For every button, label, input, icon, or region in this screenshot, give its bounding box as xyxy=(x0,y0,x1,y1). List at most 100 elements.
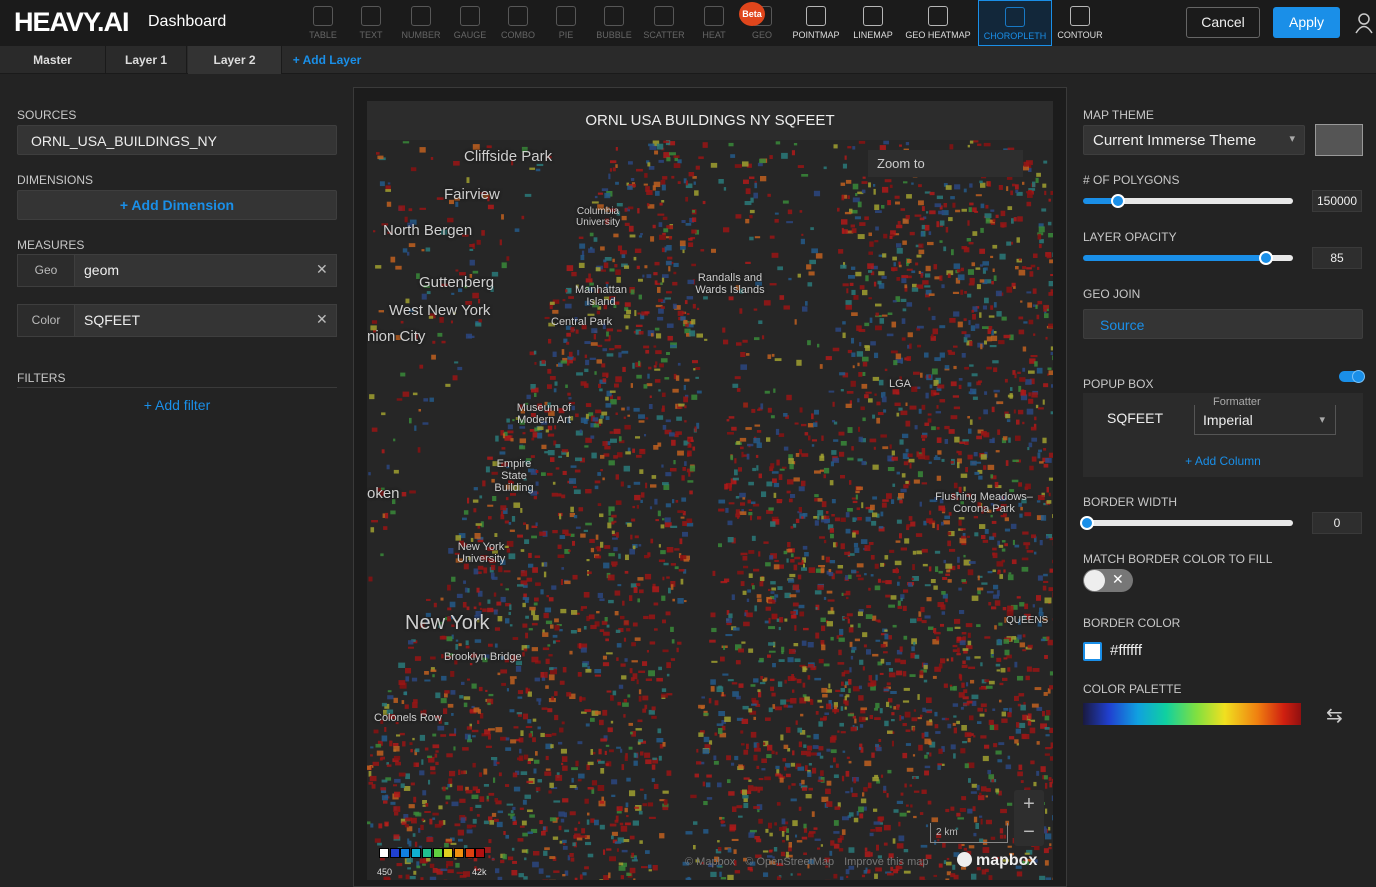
source-field[interactable]: ORNL_USA_BUILDINGS_NY xyxy=(17,125,337,155)
apply-button[interactable]: Apply xyxy=(1273,7,1340,38)
cancel-button[interactable]: Cancel xyxy=(1186,7,1260,38)
building xyxy=(605,396,609,401)
building xyxy=(621,675,627,680)
building xyxy=(533,496,538,500)
building xyxy=(654,327,660,331)
slider-thumb[interactable] xyxy=(1259,251,1273,265)
building xyxy=(809,831,816,834)
building xyxy=(874,873,878,879)
building xyxy=(742,339,748,343)
building xyxy=(992,569,996,573)
building xyxy=(483,820,489,825)
chart-type-button[interactable]: LINEMAP xyxy=(837,0,909,46)
building xyxy=(648,670,656,677)
map[interactable]: Zoom to + − 2 km 450 42k © Mapbox © OpenSt… xyxy=(367,140,1053,880)
building xyxy=(682,249,685,254)
building xyxy=(626,815,629,818)
popup-toggle[interactable] xyxy=(1339,370,1365,383)
building xyxy=(854,216,861,220)
chart-type-button[interactable]: GAUGE xyxy=(434,0,506,46)
building xyxy=(880,511,884,517)
theme-preview[interactable] xyxy=(1315,124,1363,156)
building xyxy=(548,674,555,681)
building xyxy=(770,553,777,559)
tab[interactable]: Layer 2 xyxy=(188,46,282,74)
add-column[interactable]: + Add Column xyxy=(1185,454,1261,468)
measure-row[interactable]: Geo geom ✕ xyxy=(17,254,337,287)
remove-button[interactable]: ✕ xyxy=(316,261,328,277)
building xyxy=(471,824,477,828)
tab[interactable]: Master xyxy=(0,46,106,74)
building xyxy=(914,425,918,430)
theme-select[interactable]: Current Immerse Theme ▾ xyxy=(1083,125,1305,155)
slider-track[interactable] xyxy=(1083,198,1293,204)
building xyxy=(890,350,898,354)
chart-type-button[interactable]: CHOROPLETH xyxy=(978,0,1052,46)
building xyxy=(868,270,873,273)
opacity-value[interactable]: 85 xyxy=(1312,247,1362,269)
building xyxy=(972,207,977,213)
building xyxy=(751,408,756,413)
building xyxy=(370,527,375,533)
building xyxy=(537,726,541,730)
building xyxy=(943,520,950,525)
chart-type-button[interactable]: BUBBLE xyxy=(578,0,650,46)
zoom-to[interactable]: Zoom to xyxy=(868,150,1023,177)
chart-type-button[interactable]: GEO HEATMAP xyxy=(902,0,974,46)
tab[interactable]: + Add Layer xyxy=(292,53,362,67)
measure-row[interactable]: Color SQFEET ✕ xyxy=(17,304,337,337)
polygons-value[interactable]: 150000 xyxy=(1312,190,1362,212)
slider-track[interactable] xyxy=(1083,255,1293,261)
building xyxy=(924,224,930,231)
chart-type-button[interactable]: CONTOUR xyxy=(1044,0,1116,46)
zoom-controls[interactable]: + − xyxy=(1014,790,1044,846)
building xyxy=(841,227,844,234)
building xyxy=(1021,557,1029,561)
chart-type-button[interactable]: NUMBER xyxy=(385,0,457,46)
color-swatch[interactable] xyxy=(1083,642,1102,661)
building xyxy=(718,711,726,717)
color-palette[interactable] xyxy=(1083,703,1301,725)
slider-thumb[interactable] xyxy=(1080,516,1094,530)
slider-track[interactable] xyxy=(1083,520,1293,526)
building xyxy=(866,649,871,655)
building xyxy=(580,608,584,612)
building xyxy=(1017,216,1023,222)
border-width-value[interactable]: 0 xyxy=(1312,512,1362,534)
building xyxy=(861,189,866,194)
building xyxy=(661,392,666,397)
user-icon[interactable] xyxy=(1354,12,1374,34)
chart-type-button[interactable]: COMBO xyxy=(482,0,554,46)
add-filter[interactable]: + Add filter xyxy=(143,397,211,413)
tab[interactable]: Layer 1 xyxy=(106,46,187,74)
building xyxy=(497,876,503,880)
building xyxy=(505,747,512,751)
attribution-link[interactable]: © Mapbox xyxy=(685,856,736,868)
geo-join[interactable]: Source xyxy=(1083,309,1363,339)
attribution-link[interactable]: Improve this map xyxy=(844,856,929,868)
attribution-link[interactable]: © OpenStreetMap xyxy=(745,856,835,868)
chart-type-button[interactable]: POINTMAP xyxy=(780,0,852,46)
formatter-select[interactable]: Imperial ▾ xyxy=(1194,405,1336,435)
building xyxy=(464,733,471,740)
match-toggle[interactable]: ✕ xyxy=(1083,569,1133,592)
building xyxy=(532,615,539,621)
building xyxy=(924,765,931,769)
slider-thumb[interactable] xyxy=(1111,194,1125,208)
building xyxy=(872,464,879,470)
building xyxy=(938,663,943,669)
building xyxy=(645,482,648,489)
chart-type-button[interactable]: TABLE xyxy=(287,0,359,46)
swap-palette[interactable]: ⇆ xyxy=(1326,705,1343,727)
border-color-value[interactable]: #ffffff xyxy=(1110,642,1142,659)
chart-type-button[interactable]: PIE xyxy=(530,0,602,46)
add-dimension[interactable]: + Add Dimension xyxy=(17,190,337,220)
building xyxy=(900,597,903,602)
building xyxy=(1024,512,1032,517)
building xyxy=(410,748,413,753)
chart-type-button[interactable]: SCATTER xyxy=(628,0,700,46)
building xyxy=(487,599,491,604)
chart-type-button[interactable]: HEAT xyxy=(678,0,750,46)
remove-button[interactable]: ✕ xyxy=(316,311,328,327)
chart-type-button[interactable]: TEXT xyxy=(335,0,407,46)
